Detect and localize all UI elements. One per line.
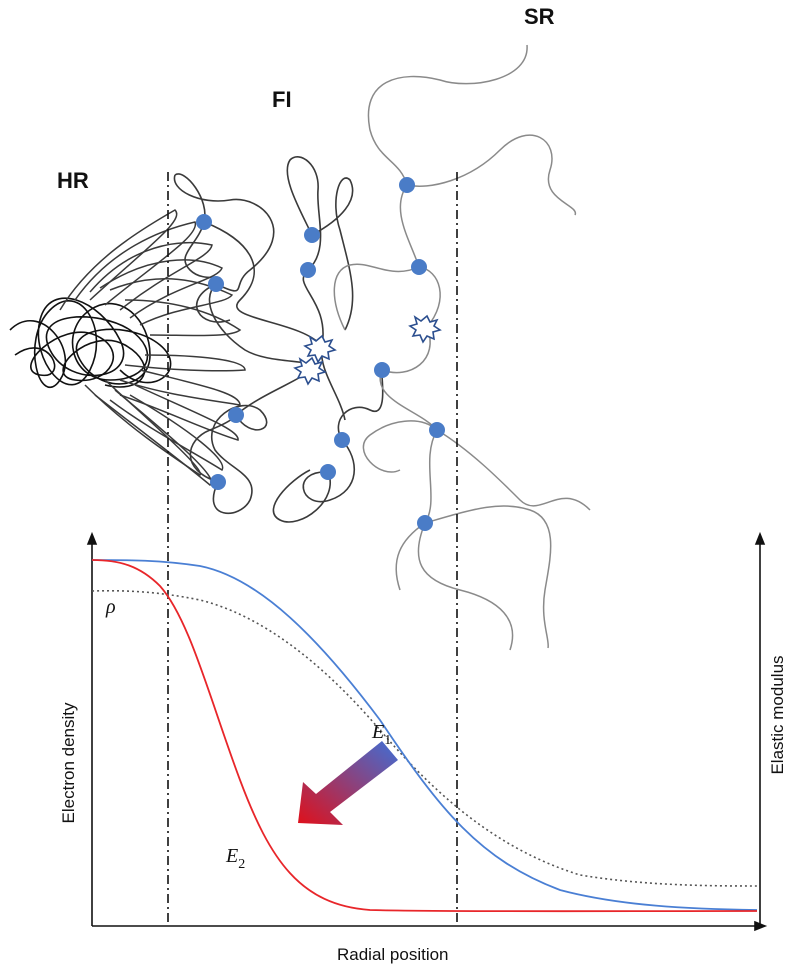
crosslink-dot	[429, 422, 445, 438]
crosslink-dot	[334, 432, 350, 448]
label-sr: SR	[524, 4, 555, 29]
crosslink-dot	[374, 362, 390, 378]
label-hr: HR	[57, 168, 89, 193]
crosslink-dot	[228, 407, 244, 423]
rho-label: ρ	[105, 596, 116, 618]
left-y-arrowhead	[86, 531, 98, 545]
crosslink-dot	[399, 177, 415, 193]
entanglement-starburst	[303, 334, 337, 364]
y-right-axis-label: Elastic modulus	[768, 655, 787, 774]
hard-lamellae	[59, 209, 246, 486]
crosslinks	[196, 177, 445, 531]
crosslink-dot	[210, 474, 226, 490]
soft-chains	[333, 44, 591, 651]
hard-core-coil	[9, 297, 172, 389]
e2-label: E2	[225, 845, 245, 872]
crosslink-dot	[304, 227, 320, 243]
interface-chains	[173, 156, 384, 523]
entanglement-starburst	[293, 356, 327, 386]
y-left-axis-label: Electron density	[59, 702, 78, 823]
entanglement-starburst	[408, 314, 442, 344]
region-boundaries	[167, 172, 458, 922]
entanglements	[293, 314, 442, 386]
label-fi: FI	[272, 87, 292, 112]
crosslink-dot	[320, 464, 336, 480]
right-y-arrowhead	[754, 531, 766, 545]
crosslink-dot	[208, 276, 224, 292]
crosslink-dot	[196, 214, 212, 230]
e1-curve	[91, 559, 758, 911]
crosslink-dot	[417, 515, 433, 531]
crosslink-dot	[411, 259, 427, 275]
e2-curve	[91, 559, 758, 913]
plot-axes	[86, 531, 768, 932]
crosslink-dot	[300, 262, 316, 278]
x-axis-label: Radial position	[337, 945, 449, 964]
transition-arrow	[298, 741, 398, 825]
e1-label: E1	[371, 721, 391, 748]
rho-curve	[91, 589, 758, 887]
